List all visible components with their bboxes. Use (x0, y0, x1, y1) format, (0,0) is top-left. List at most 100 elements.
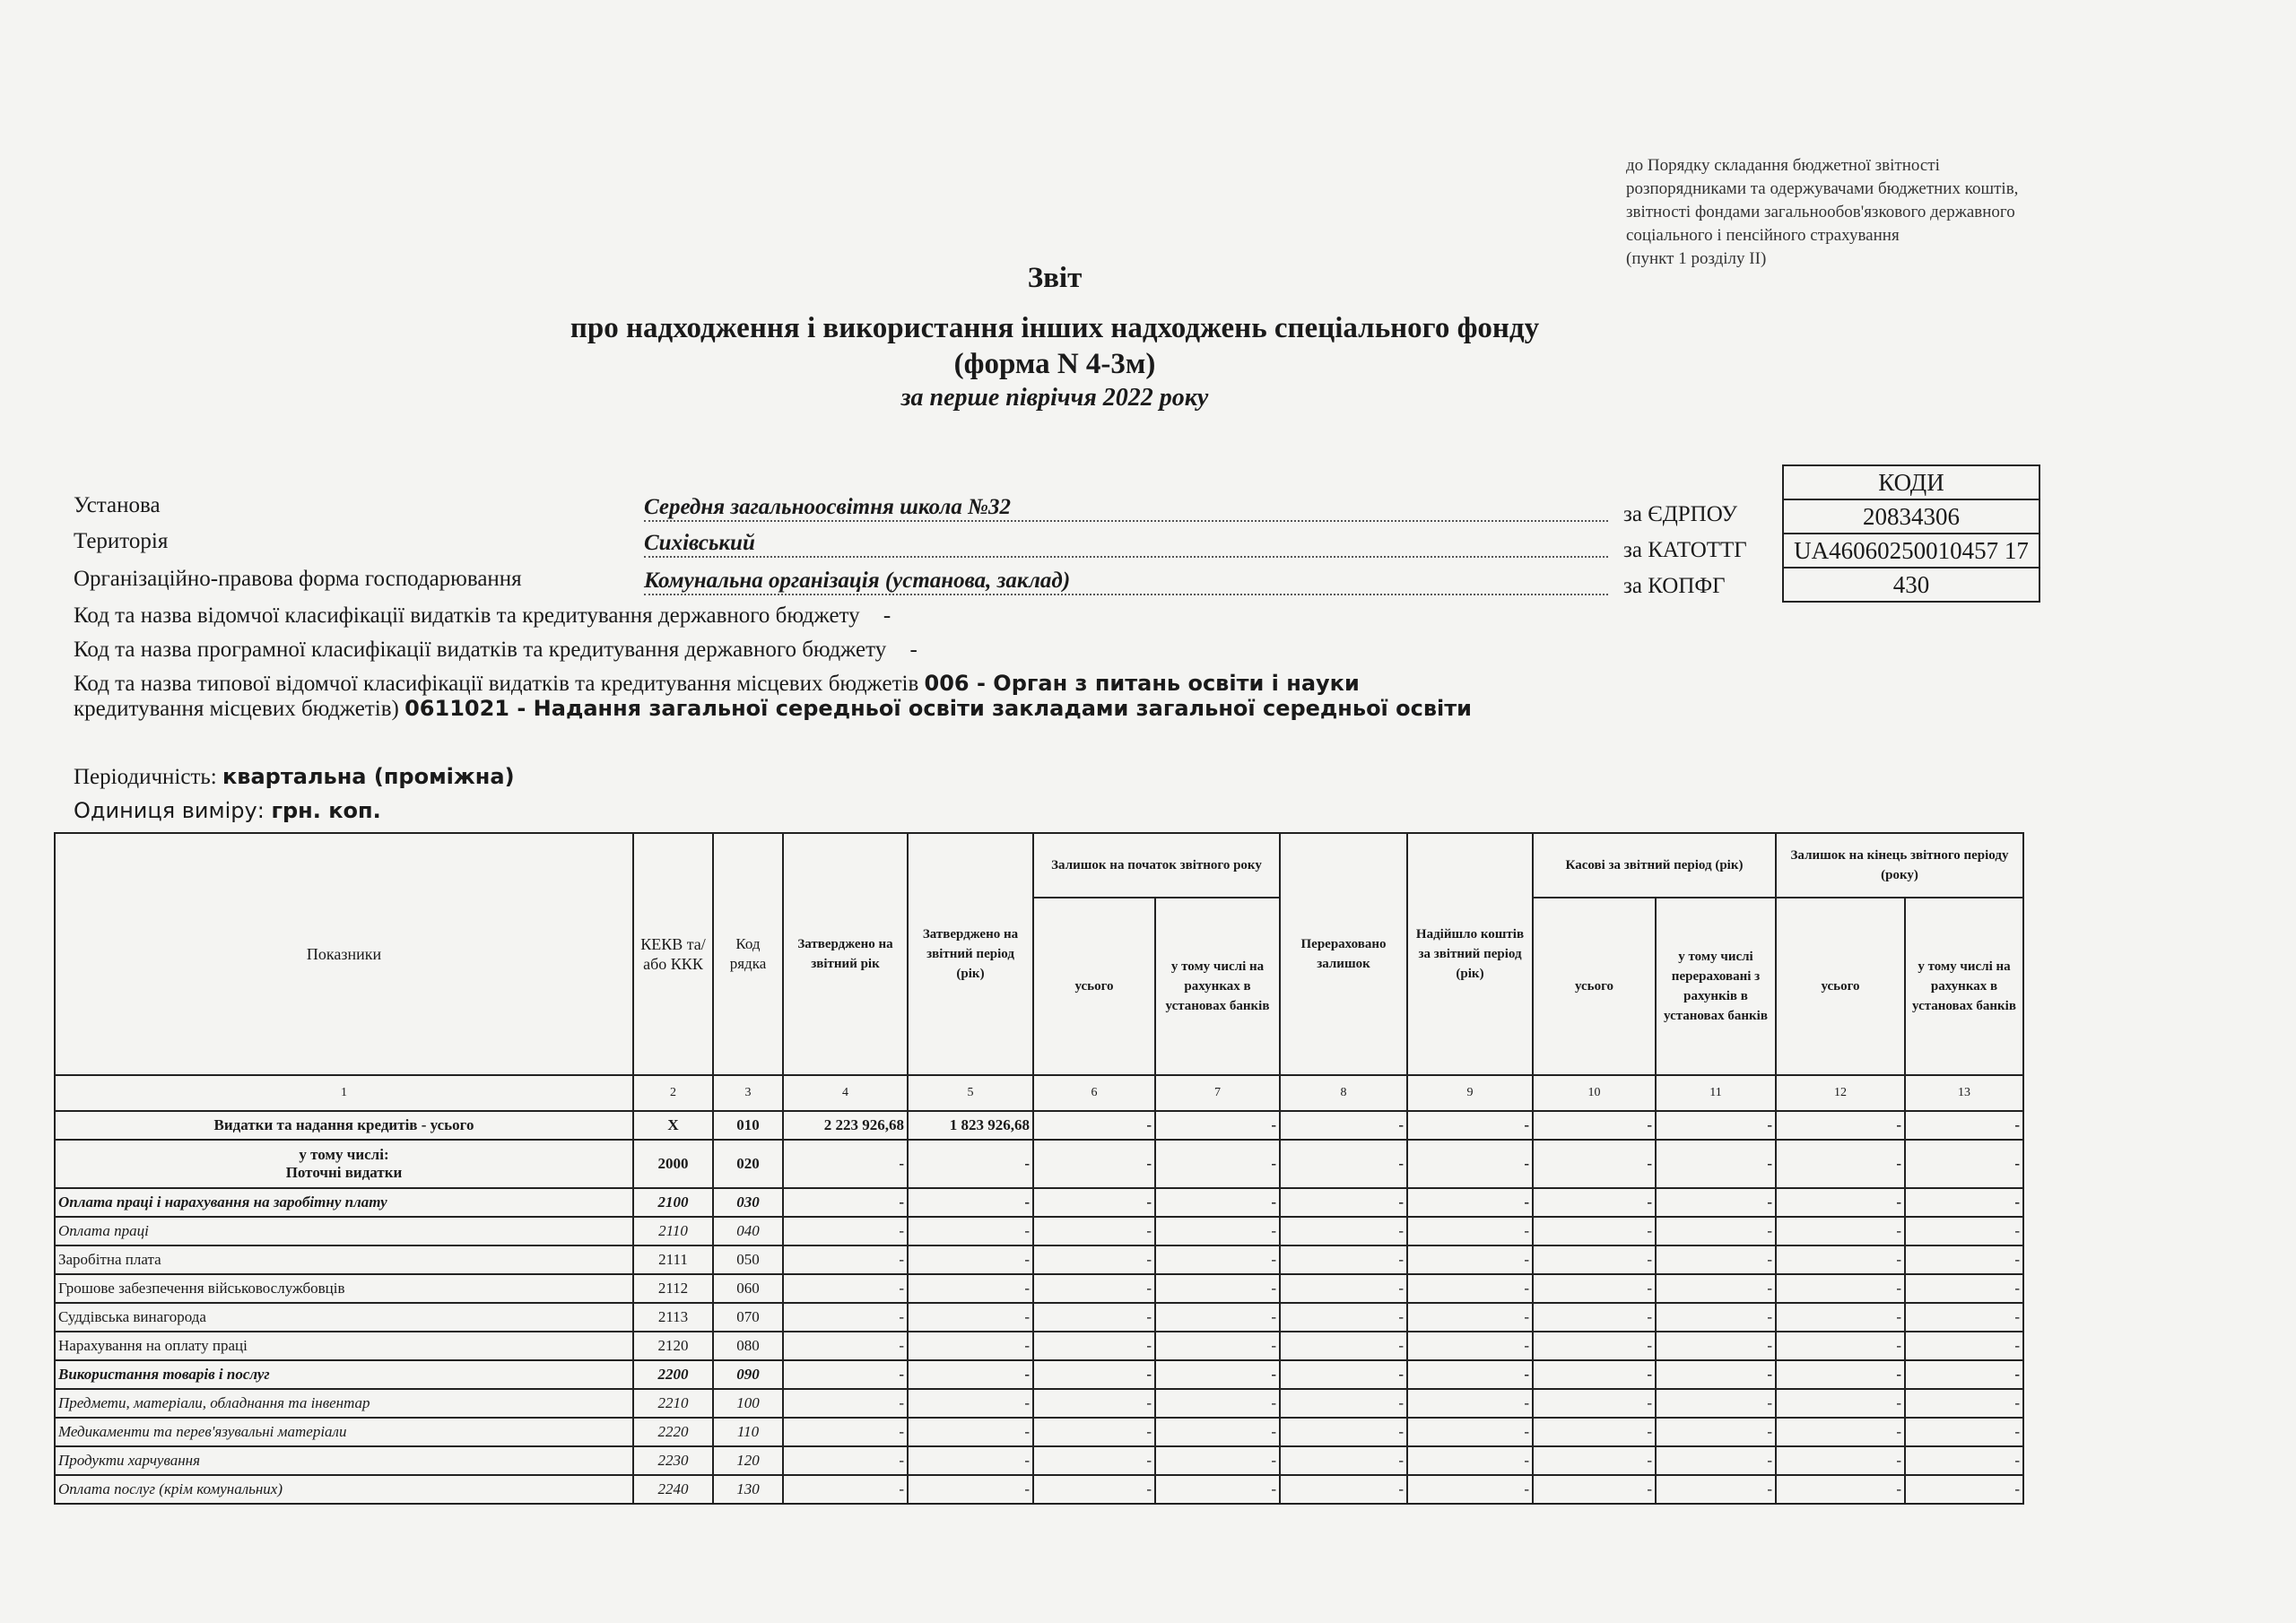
column-number: 6 (1032, 1074, 1156, 1112)
row-value-col-6: - (1032, 1445, 1156, 1476)
territory-value: Сихівський (644, 531, 1608, 558)
row-value-col-11: - (1655, 1302, 1777, 1332)
row-value-col-5: - (907, 1474, 1034, 1505)
row-indicator: Оплата послуг (крім комунальних) (54, 1474, 634, 1505)
header-cash-total: усього (1532, 897, 1657, 1076)
row-value-col-13: - (1904, 1245, 2024, 1275)
table-row: Продукти харчування 2230 120- - - - - - - - - - (54, 1445, 2024, 1476)
row-kekv: 2111 (632, 1245, 714, 1275)
row-indicator: Заробітна плата (54, 1245, 634, 1275)
header-start-banks: у тому числі на рахунках в установах бан… (1154, 897, 1281, 1076)
column-number: 2 (632, 1074, 714, 1112)
row-value-col-5: - (907, 1445, 1034, 1476)
column-number: 7 (1154, 1074, 1281, 1112)
typical-class-value: 006 - Орган з питань освіти і науки (924, 671, 1360, 696)
column-number: 13 (1904, 1074, 2024, 1112)
row-value-col-12: - (1775, 1474, 1906, 1505)
row-value-col-9: - (1406, 1331, 1534, 1361)
row-value-col-4: - (782, 1273, 909, 1304)
row-value-col-4: - (782, 1474, 909, 1505)
row-value-col-4: - (782, 1417, 909, 1447)
row-value-col-6: - (1032, 1139, 1156, 1189)
form-number: (форма N 4-3м) (953, 348, 1156, 380)
row-value-col-12: - (1775, 1139, 1906, 1189)
row-value-col-4: - (782, 1331, 909, 1361)
row-code: 130 (712, 1474, 784, 1505)
column-number: 9 (1406, 1074, 1534, 1112)
row-indicator: Нарахування на оплату праці (54, 1331, 634, 1361)
column-number: 11 (1655, 1074, 1777, 1112)
row-value-col-9: - (1406, 1139, 1534, 1189)
row-kekv: 2120 (632, 1331, 714, 1361)
header-indicators: Показники (54, 832, 634, 1076)
row-value-col-6: - (1032, 1245, 1156, 1275)
row-value-col-8: - (1279, 1273, 1408, 1304)
row-value-col-12: - (1775, 1216, 1906, 1246)
row-value-col-6: - (1032, 1187, 1156, 1218)
row-indicator: Продукти харчування (54, 1445, 634, 1476)
row-indicator: Медикаменти та перев'язувальні матеріали (54, 1417, 634, 1447)
row-value-col-13: - (1904, 1187, 2024, 1218)
row-value-col-13: - (1904, 1216, 2024, 1246)
column-number-row: 1 2 3 4 5 6 7 8 9 10 11 12 13 (54, 1074, 2024, 1112)
row-value-col-12: - (1775, 1245, 1906, 1275)
column-number: 1 (54, 1074, 634, 1112)
prog-class-label: Код та назва програмної класифікації вид… (74, 638, 887, 662)
row-value-col-12: - (1775, 1273, 1906, 1304)
typical-class-row: Код та назва типової відомчої класифікац… (74, 671, 1360, 697)
dept-class-row: Код та назва відомчої класифікації видат… (74, 603, 891, 629)
unit-row: Одиниця виміру: грн. коп. (74, 798, 381, 823)
row-value-col-12: - (1775, 1110, 1906, 1141)
periodicity-label: Періодичність: (74, 765, 217, 789)
row-value-col-7: - (1154, 1359, 1281, 1390)
table-row: Видатки та надання кредитів - усього X 010… (54, 1110, 2024, 1141)
row-value-col-5: - (907, 1359, 1034, 1390)
header-start-total: усього (1032, 897, 1156, 1076)
row-value-col-12: - (1775, 1359, 1906, 1390)
row-code: 040 (712, 1216, 784, 1246)
row-value-col-8: - (1279, 1445, 1408, 1476)
row-value-col-10: - (1532, 1110, 1657, 1141)
dept-class-label: Код та назва відомчої класифікації видат… (74, 603, 860, 628)
row-indicator: Грошове забезпечення військовослужбовців (54, 1273, 634, 1304)
row-kekv: X (632, 1110, 714, 1141)
row-kekv: 2210 (632, 1388, 714, 1419)
row-kekv: 2100 (632, 1187, 714, 1218)
row-code: 010 (712, 1110, 784, 1141)
edrpou-label: за ЄДРПОУ (1623, 502, 1738, 526)
table-row: Медикаменти та перев'язувальні матеріали… (54, 1417, 2024, 1447)
row-value-col-5: - (907, 1245, 1034, 1275)
row-value-col-6: - (1032, 1110, 1156, 1141)
row-value-col-5: - (907, 1331, 1034, 1361)
regulation-note: до Порядку складання бюджетної звітності… (1626, 154, 2018, 271)
row-value-col-4: - (782, 1359, 909, 1390)
institution-value: Середня загальноосвітня школа №32 (644, 495, 1608, 522)
typical-class-label: Код та назва типової відомчої класифікац… (74, 672, 919, 696)
column-number: 3 (712, 1074, 784, 1112)
row-kekv: 2200 (632, 1359, 714, 1390)
row-value-col-7: - (1154, 1273, 1281, 1304)
row-value-col-7: - (1154, 1187, 1281, 1218)
unit-value: грн. коп. (271, 798, 381, 823)
row-value-col-10: - (1532, 1216, 1657, 1246)
periodicity-value: квартальна (проміжна) (222, 764, 515, 789)
header-cash-transferred: у тому числі перераховані з рахунків в у… (1655, 897, 1777, 1076)
header-received: Надійшло коштів за звітний період (рік) (1406, 832, 1534, 1076)
row-code: 020 (712, 1139, 784, 1189)
row-value-col-10: - (1532, 1187, 1657, 1218)
header-cash: Касові за звітний період (рік) (1532, 832, 1777, 898)
row-code: 090 (712, 1359, 784, 1390)
row-value-col-4: 2 223 926,68 (782, 1110, 909, 1141)
row-value-col-7: - (1154, 1216, 1281, 1246)
table-row: Використання товарів і послуг 2200 090- - - -… (54, 1359, 2024, 1390)
row-value-col-8: - (1279, 1216, 1408, 1246)
row-code: 080 (712, 1331, 784, 1361)
periodicity-row: Періодичність: квартальна (проміжна) (74, 764, 515, 790)
header-end-banks: у тому числі на рахунках в установах бан… (1904, 897, 2024, 1076)
row-value-col-10: - (1532, 1359, 1657, 1390)
row-value-col-7: - (1154, 1388, 1281, 1419)
row-value-col-6: - (1032, 1302, 1156, 1332)
header-code: Код рядка (712, 832, 784, 1076)
table-row: Предмети, матеріали, обладнання та інвен… (54, 1388, 2024, 1419)
header-end-total: усього (1775, 897, 1906, 1076)
